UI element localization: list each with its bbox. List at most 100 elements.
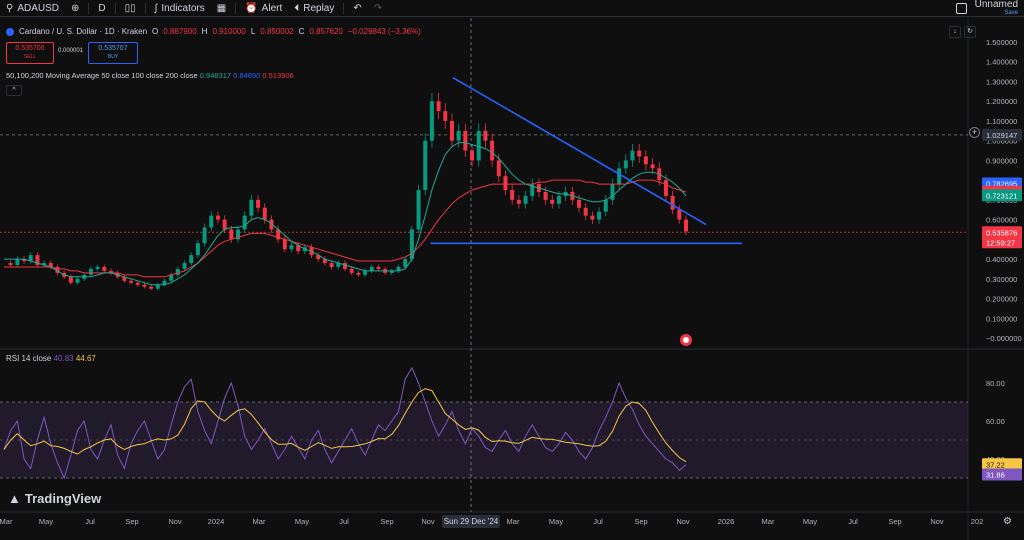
candle-body bbox=[135, 282, 140, 285]
candle-body bbox=[577, 199, 582, 208]
candle-body bbox=[470, 150, 475, 161]
sell-button[interactable]: 0.535706 SELL bbox=[6, 42, 54, 64]
crosshair-date: Sun 29 Dec '24 bbox=[442, 515, 500, 528]
time-tick-label: Jul bbox=[339, 517, 349, 526]
candle-body bbox=[349, 268, 354, 273]
candle-body bbox=[523, 195, 528, 204]
candle-body bbox=[369, 266, 374, 271]
layout-name-button[interactable]: Unnamed Save bbox=[975, 0, 1018, 18]
candle-body bbox=[630, 150, 635, 161]
candle-body bbox=[597, 211, 602, 220]
time-tick-label: Jul bbox=[593, 517, 603, 526]
candle-body bbox=[436, 101, 441, 112]
indicators-button[interactable]: ∫ Indicators bbox=[149, 0, 211, 17]
symbol-logo-icon bbox=[6, 27, 14, 36]
add-icon: ⊕ bbox=[71, 2, 80, 14]
candle-body bbox=[456, 130, 461, 141]
price-badge-label: 0.723121 bbox=[986, 191, 1017, 200]
candle-body bbox=[215, 215, 220, 220]
download-icon[interactable]: ↓ bbox=[949, 26, 961, 38]
undo-button[interactable]: ↶ bbox=[347, 0, 367, 17]
spread-value: 0.000001 bbox=[58, 48, 84, 54]
candle-body bbox=[483, 130, 488, 141]
candle-body bbox=[343, 263, 347, 269]
candle-body bbox=[670, 195, 675, 210]
collapse-legend-button[interactable]: ^ bbox=[6, 85, 22, 96]
redo-button[interactable]: ↷ bbox=[368, 0, 388, 17]
rsi-band bbox=[0, 402, 968, 478]
change-value: −0.029843 (−3.36%) bbox=[347, 27, 421, 36]
time-tick-label: May bbox=[39, 517, 53, 526]
candle-body bbox=[269, 219, 274, 230]
compare-button[interactable]: ⊕ bbox=[65, 0, 85, 17]
price-badge bbox=[982, 128, 1022, 141]
chart-canvas[interactable]: 1.500000 1.400000 1.300000 1.200000 1.100000… bbox=[0, 18, 1024, 540]
candle-body bbox=[363, 270, 368, 275]
time-tick-label: Mar bbox=[762, 517, 775, 526]
candle-body bbox=[449, 120, 454, 141]
redo-icon: ↷ bbox=[373, 2, 383, 14]
price-tick-label: 0.600000 bbox=[986, 216, 1017, 225]
candle-body bbox=[35, 255, 40, 265]
candle-body bbox=[122, 276, 127, 281]
candle-body bbox=[15, 259, 20, 265]
candle-body bbox=[68, 276, 73, 283]
candle-body bbox=[169, 274, 174, 281]
layout-icon[interactable] bbox=[955, 3, 967, 14]
candle-body bbox=[463, 130, 468, 151]
templates-button[interactable]: ▦ bbox=[211, 0, 232, 17]
layout-save-label: Save bbox=[1004, 9, 1018, 16]
chart-type-button[interactable]: ▯▯ bbox=[119, 0, 142, 17]
replay-label: Replay bbox=[303, 2, 335, 14]
undo-icon: ↶ bbox=[353, 2, 362, 14]
candle-body bbox=[429, 101, 434, 141]
grid-icon: ▦ bbox=[216, 2, 227, 14]
upper-trendline bbox=[452, 76, 707, 226]
rsi-title: RSI 14 close bbox=[6, 354, 52, 363]
candle-body bbox=[236, 229, 241, 240]
tradingview-logo[interactable]: ▲ TradingView bbox=[8, 491, 101, 506]
symbol-title[interactable]: Cardano / U. S. Dollar · 1D · Kraken bbox=[19, 27, 148, 36]
rsi-legend[interactable]: RSI 14 close 40.83 44.67 bbox=[6, 354, 96, 363]
symbol-search[interactable]: ⚲ ADAUSD bbox=[0, 0, 65, 17]
price-badge bbox=[982, 458, 1022, 471]
interval-button[interactable]: D bbox=[92, 0, 111, 17]
candle-body bbox=[202, 227, 207, 244]
candle-body bbox=[182, 263, 187, 269]
ma-legend[interactable]: 50,100,200 Moving Average 50 close 100 c… bbox=[6, 71, 294, 80]
candle-body bbox=[503, 176, 508, 190]
candle-body bbox=[22, 259, 27, 262]
time-tick-label: Mar bbox=[0, 517, 13, 526]
alert-button[interactable]: ⏰ Alert bbox=[239, 0, 288, 17]
time-tick-label: Sep bbox=[888, 517, 901, 526]
candle-body bbox=[329, 263, 334, 267]
candle-body bbox=[276, 229, 281, 240]
candle-body bbox=[603, 199, 608, 212]
replay-button[interactable]: ⏴ Replay bbox=[288, 0, 340, 17]
price-badge-label: 0.535876 bbox=[986, 228, 1017, 237]
price-badge bbox=[982, 468, 1022, 481]
candle-body bbox=[516, 199, 521, 204]
candle-body bbox=[175, 268, 180, 275]
time-tick-label: Nov bbox=[421, 517, 435, 526]
candle-body bbox=[590, 215, 595, 220]
candle-body bbox=[409, 229, 414, 260]
close-label: C bbox=[298, 27, 305, 36]
rsi-ma-value: 44.67 bbox=[75, 354, 96, 363]
buy-button[interactable]: 0.535707 BUY bbox=[88, 42, 138, 64]
time-tick-label: 2026 bbox=[718, 517, 735, 526]
open-value: 0.887900 bbox=[163, 27, 197, 36]
candle-body bbox=[677, 209, 682, 220]
logo-text: TradingView bbox=[24, 491, 102, 506]
candle-body bbox=[550, 199, 555, 204]
candle-body bbox=[102, 266, 107, 271]
candle-body bbox=[443, 111, 448, 121]
settings-gear-icon[interactable]: ⚙ bbox=[1003, 516, 1012, 527]
add-alert-icon[interactable]: + bbox=[969, 127, 980, 138]
ma200-value: 0.513906 bbox=[262, 71, 294, 80]
candle-body bbox=[389, 270, 394, 273]
rsi-ma-line bbox=[3, 388, 687, 463]
time-tick-label: Nov bbox=[676, 517, 690, 526]
refresh-icon[interactable]: ↻ bbox=[964, 26, 976, 38]
candle-body bbox=[55, 266, 60, 273]
